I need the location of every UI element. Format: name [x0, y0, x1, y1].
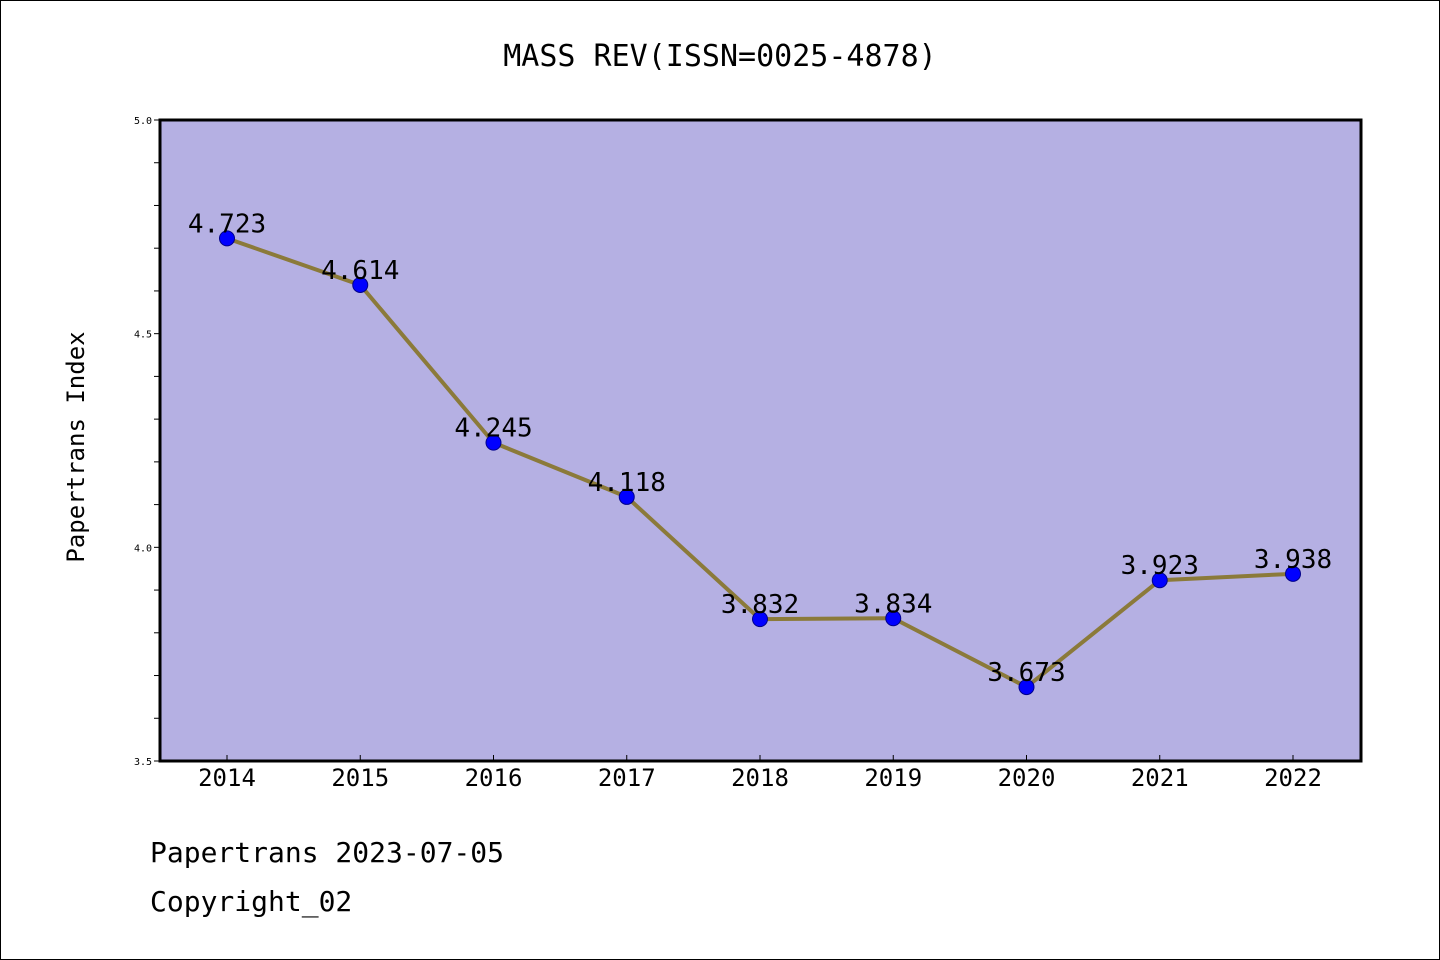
y-tick-label: 4.5 [134, 330, 152, 341]
data-label: 3.938 [1254, 545, 1332, 575]
data-point [885, 610, 902, 627]
data-labels: 4.723 4.614 4.245 4.118 3.832 3.834 3.673 3.923… [188, 209, 1332, 688]
x-tick-label: 2017 [598, 764, 656, 792]
y-tick-label: 5.0 [134, 116, 152, 127]
x-tick-label: 2022 [1264, 764, 1322, 792]
data-point [1285, 565, 1301, 582]
x-axis: 2014 2015 2016 2017 2018 2019 2020 2021 2022 [198, 755, 1322, 792]
x-tick-label: 2016 [465, 764, 523, 792]
y-axis: 3.5 4.0 4.5 5.0 [134, 116, 160, 768]
footer-copyright: Copyright_02 [150, 885, 353, 918]
data-point [752, 611, 768, 628]
data-label: 4.614 [321, 256, 399, 286]
data-label: 4.245 [454, 414, 532, 444]
y-axis-label: Papertrans Index [62, 331, 90, 562]
data-label: 3.923 [1121, 551, 1199, 581]
data-label: 4.118 [588, 468, 666, 498]
data-label: 3.834 [854, 589, 932, 619]
x-tick-label: 2018 [731, 764, 789, 792]
y-tick-label: 3.5 [134, 757, 152, 768]
x-tick-label: 2014 [198, 764, 256, 792]
data-label: 3.832 [721, 590, 799, 620]
footer-date: Papertrans 2023-07-05 [150, 836, 505, 869]
data-point [485, 434, 502, 451]
x-tick-label: 2021 [1131, 764, 1189, 792]
data-point [352, 276, 369, 293]
data-label: 4.723 [188, 209, 266, 239]
data-point [219, 230, 235, 247]
data-series [219, 230, 1301, 696]
data-point [1018, 679, 1035, 696]
chart-title: MASS REV(ISSN=0025-4878) [503, 39, 936, 74]
data-point [618, 488, 635, 505]
y-tick-label: 4.0 [134, 543, 152, 554]
data-label: 3.673 [987, 658, 1065, 688]
x-tick-label: 2019 [864, 764, 922, 792]
x-tick-label: 2020 [998, 764, 1056, 792]
x-tick-label: 2015 [331, 764, 389, 792]
data-point [1151, 572, 1168, 589]
plot-area [158, 118, 1363, 763]
